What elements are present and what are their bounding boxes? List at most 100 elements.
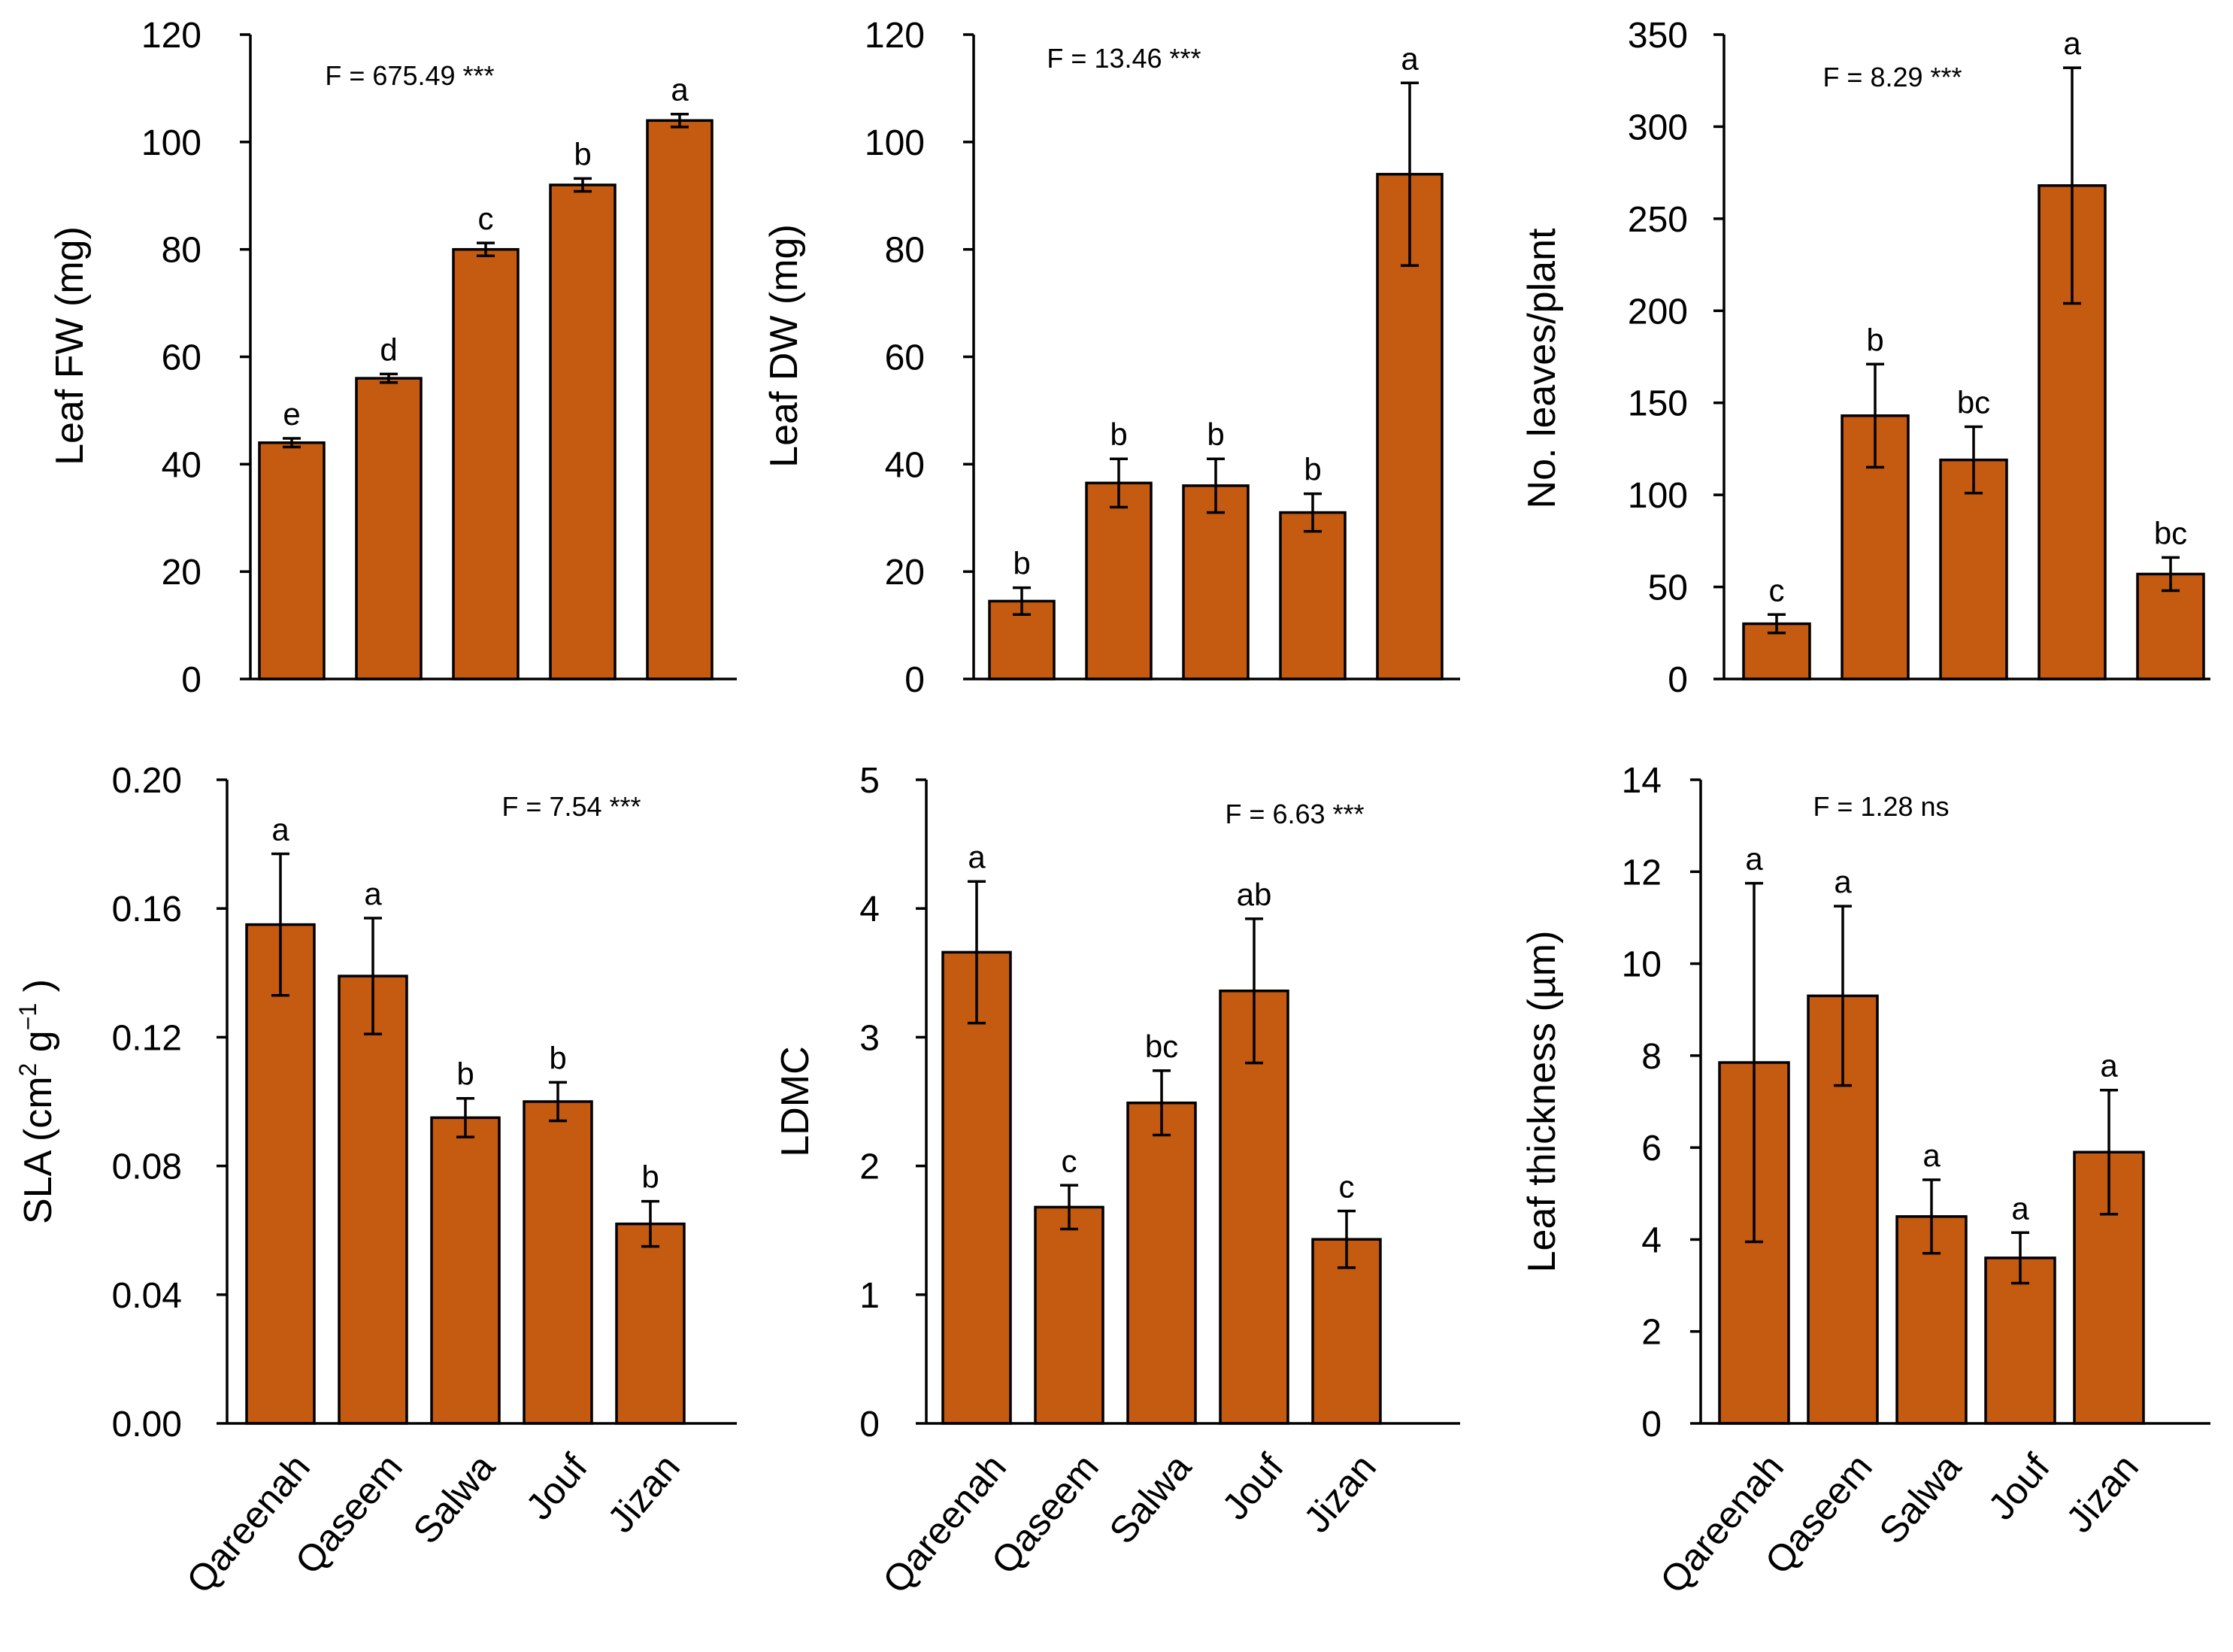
significance-letter: a	[2100, 1048, 2118, 1084]
bar-qareenah	[941, 950, 1012, 1425]
chart-panel-3: 0 50 100 150 200 250 300 350 c b bc a bc F = 8.29 ***…	[1520, 16, 2210, 700]
significance-letter: b	[549, 1040, 566, 1075]
y-tick-label: 150	[1628, 384, 1688, 424]
y-tick-label: 0.00	[112, 1405, 182, 1444]
bar-salwa	[452, 247, 520, 681]
category-label-salwa: Salwa	[405, 1446, 504, 1551]
f-statistic: F = 6.63 ***	[1225, 799, 1364, 829]
category-label-jouf: Jouf	[517, 1446, 595, 1527]
y-tick-label: 4	[1641, 1220, 1662, 1260]
significance-letter: b	[1304, 452, 1321, 487]
bar-jouf	[549, 183, 617, 681]
chart-panel-1: 0 20 40 60 80 100 120 e d c b a F = 675.49 *** Leaf F…	[48, 16, 737, 700]
y-tick-label: 0	[859, 1405, 880, 1444]
significance-letter: a	[671, 72, 689, 108]
significance-letter: c	[478, 201, 494, 236]
chart-panel-6: 0 2 4 6 8 10 12 14 a a a a a F = 1.28 ns Leaf thicknes…	[1520, 761, 2210, 1602]
bar-jizan	[615, 1222, 686, 1425]
y-tick-label: 50	[1648, 568, 1688, 608]
y-tick-label: 14	[1622, 761, 1662, 801]
y-tick-label: 0.08	[112, 1147, 182, 1187]
significance-letter: bc	[1957, 385, 1990, 420]
f-statistic: F = 7.54 ***	[501, 791, 641, 822]
y-tick-label: 120	[865, 16, 925, 56]
bar-qaseem	[355, 377, 423, 681]
y-tick-label: 10	[1622, 945, 1662, 985]
bar-jouf	[1279, 511, 1347, 681]
significance-letter: a	[2063, 26, 2081, 61]
y-tick-label: 40	[885, 445, 925, 485]
bar-qaseem	[1034, 1205, 1104, 1425]
bar-salwa	[1126, 1101, 1197, 1425]
y-tick-label: 350	[1628, 16, 1688, 56]
y-tick-label: 12	[1622, 853, 1662, 893]
bar-qareenah	[245, 923, 316, 1425]
significance-letter: a	[271, 811, 289, 847]
significance-letter: e	[283, 396, 300, 432]
significance-letter: b	[1207, 417, 1224, 452]
significance-letter: c	[1062, 1143, 1077, 1178]
y-tick-label: 0	[181, 660, 201, 700]
y-axis-label: Leaf FW (mg)	[48, 226, 92, 465]
y-tick-label: 2	[859, 1147, 880, 1187]
y-tick-label: 300	[1628, 108, 1688, 147]
category-label-qareenah: Qareenah	[178, 1446, 318, 1601]
significance-letter: b	[641, 1159, 659, 1195]
category-label-jizan: Jizan	[599, 1446, 688, 1540]
bar-salwa	[1182, 484, 1250, 681]
y-tick-label: 3	[859, 1018, 880, 1058]
significance-letter: a	[364, 876, 382, 911]
y-tick-label: 0.12	[112, 1018, 182, 1058]
y-axis-label: No. leaves/plant	[1520, 228, 1564, 508]
chart-panel-4: 0.00 0.04 0.08 0.12 0.16 0.20 a a b b b F = 7.54 **…	[14, 761, 737, 1602]
bar-jouf	[523, 1100, 593, 1425]
y-tick-label: 20	[885, 553, 925, 593]
chart-panel-2: 0 20 40 60 80 100 120 b b b b a F = 13.46 *** Leaf DW…	[762, 16, 1460, 700]
category-label-jouf: Jouf	[1980, 1446, 2058, 1527]
significance-letter: bc	[2154, 515, 2187, 550]
f-statistic: F = 1.28 ns	[1813, 791, 1949, 822]
category-label-salwa: Salwa	[1871, 1446, 1970, 1551]
significance-letter: a	[2011, 1190, 2029, 1226]
f-statistic: F = 675.49 ***	[325, 60, 494, 91]
y-tick-label: 60	[885, 338, 925, 378]
y-tick-label: 40	[162, 445, 201, 485]
y-tick-label: 250	[1628, 200, 1688, 240]
y-tick-label: 20	[162, 553, 201, 593]
category-label-jizan: Jizan	[1295, 1446, 1384, 1540]
bar-qaseem	[1085, 481, 1153, 681]
bar-qaseem	[338, 975, 408, 1425]
y-tick-label: 60	[162, 338, 201, 378]
y-tick-label: 2	[1641, 1313, 1662, 1353]
y-tick-label: 0	[1641, 1405, 1662, 1444]
significance-letter: bc	[1145, 1029, 1178, 1064]
significance-letter: d	[380, 332, 397, 367]
y-tick-label: 120	[141, 16, 201, 56]
bar-jizan	[646, 119, 714, 681]
category-label-qareenah: Qareenah	[1652, 1446, 1792, 1601]
y-tick-label: 5	[859, 761, 880, 801]
y-tick-label: 80	[162, 231, 201, 271]
significance-letter: ab	[1237, 877, 1272, 912]
y-axis-label: Leaf DW (mg)	[762, 224, 806, 468]
y-tick-label: 0	[1668, 660, 1688, 700]
y-tick-label: 80	[885, 231, 925, 271]
y-tick-label: 4	[859, 890, 880, 929]
significance-letter: b	[1110, 417, 1127, 452]
category-label-qareenah: Qareenah	[874, 1446, 1014, 1601]
f-statistic: F = 8.29 ***	[1822, 62, 1962, 92]
f-statistic: F = 13.46 ***	[1047, 43, 1201, 74]
bar-salwa	[430, 1116, 501, 1425]
significance-letter: a	[968, 839, 986, 874]
y-tick-label: 200	[1628, 292, 1688, 332]
y-tick-label: 1	[859, 1276, 880, 1316]
y-tick-label: 0.16	[112, 890, 182, 929]
category-label-jouf: Jouf	[1213, 1446, 1292, 1527]
y-tick-label: 6	[1641, 1129, 1662, 1169]
y-tick-label: 100	[141, 123, 201, 163]
y-tick-label: 8	[1641, 1037, 1662, 1077]
y-tick-label: 0.04	[112, 1276, 182, 1316]
significance-letter: b	[1866, 322, 1883, 357]
